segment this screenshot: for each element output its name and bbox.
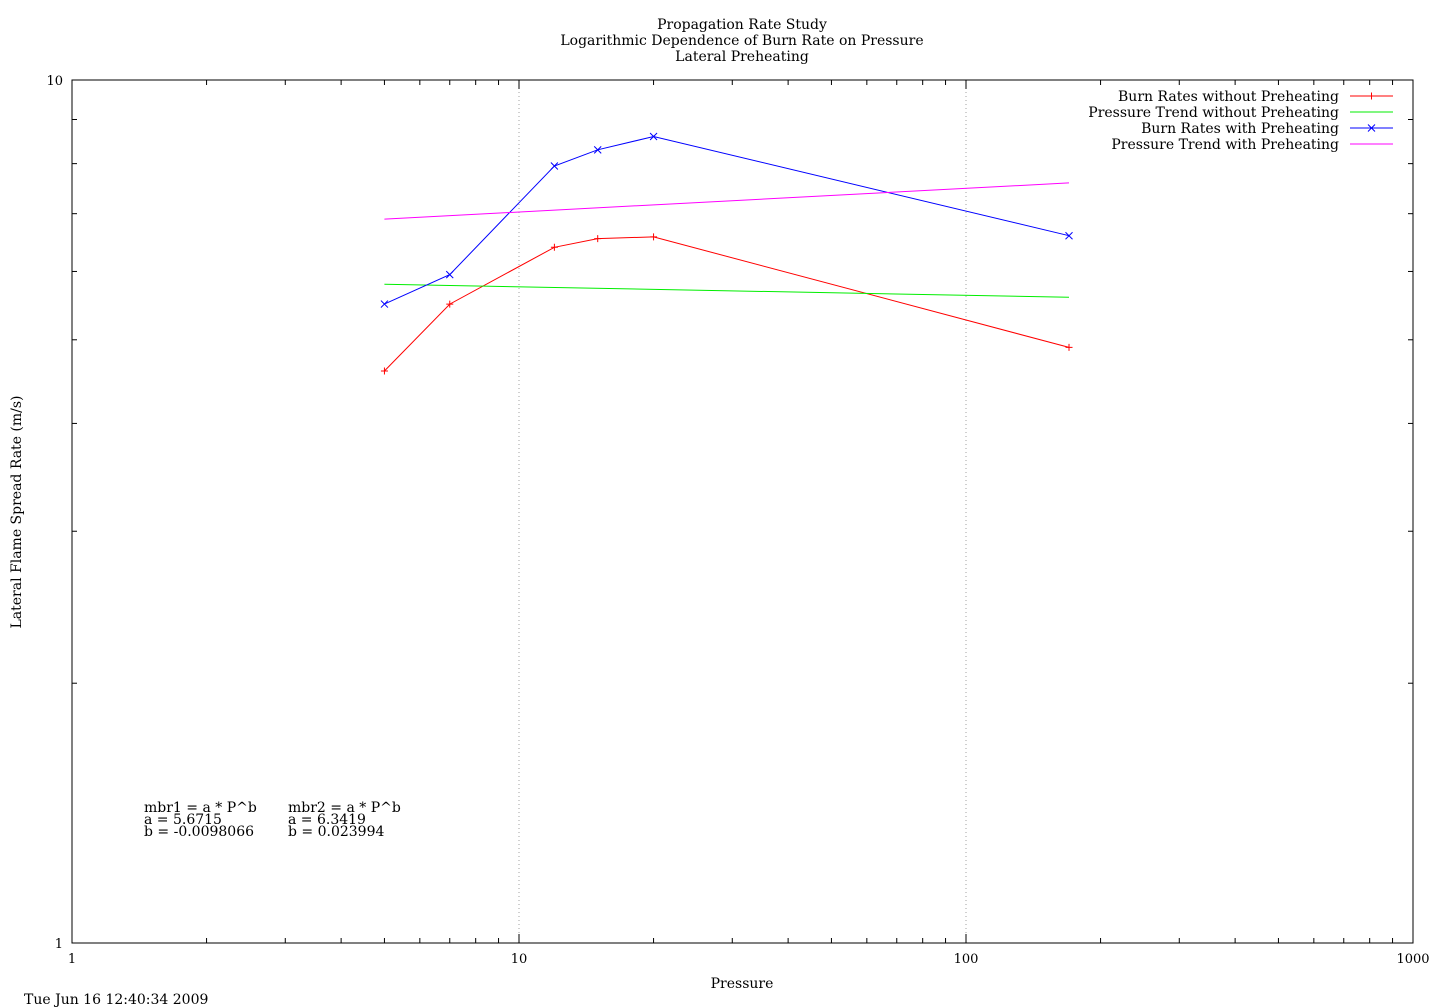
chart-title-line-3: Lateral Preheating bbox=[675, 49, 809, 65]
legend-marker bbox=[1368, 92, 1375, 100]
data-point bbox=[594, 235, 602, 243]
series-4 bbox=[384, 182, 1070, 220]
series-line bbox=[384, 236, 1070, 372]
series-line bbox=[384, 283, 1070, 298]
plot-frame bbox=[71, 79, 1414, 944]
x-tick-label: 1000 bbox=[1396, 952, 1429, 967]
legend-label: Burn Rates with Preheating bbox=[1141, 121, 1339, 137]
fit-1-b: b = -0.0098066 bbox=[144, 824, 254, 840]
timestamp: Tue Jun 16 12:40:34 2009 bbox=[24, 992, 208, 1008]
data-point bbox=[649, 132, 658, 141]
legend-label: Burn Rates without Preheating bbox=[1118, 89, 1339, 105]
fit-2-b: b = 0.023994 bbox=[288, 824, 384, 840]
data-series bbox=[380, 132, 1073, 375]
data-point bbox=[1065, 343, 1073, 351]
fit-2-formula: mbr2 = a * P^b bbox=[288, 800, 401, 816]
data-point bbox=[380, 300, 389, 308]
data-point bbox=[380, 367, 388, 375]
grid-lines bbox=[518, 80, 967, 943]
fit-2-a: a = 6.3419 bbox=[288, 812, 366, 828]
fit-annotation-2: mbr2 = a * P^b a = 6.3419 b = 0.023994 bbox=[288, 800, 401, 840]
axis-ticks bbox=[71, 79, 1414, 944]
legend-marker bbox=[1367, 124, 1376, 132]
fit-annotation-1: mbr1 = a * P^b a = 5.6715 b = -0.0098066 bbox=[144, 800, 257, 840]
series-line bbox=[384, 135, 1070, 305]
chart-title-line-2: Logarithmic Dependence of Burn Rate on P… bbox=[560, 33, 923, 49]
x-tick-label: 100 bbox=[954, 952, 979, 967]
x-tick-label: 1 bbox=[68, 952, 76, 967]
x-tick-label: 10 bbox=[511, 952, 528, 967]
data-point bbox=[550, 162, 559, 170]
legend-label: Pressure Trend without Preheating bbox=[1088, 105, 1339, 121]
data-point bbox=[1065, 231, 1073, 240]
series-line bbox=[384, 182, 1070, 220]
legend-label: Pressure Trend with Preheating bbox=[1111, 137, 1339, 153]
x-axis-label: Pressure bbox=[711, 976, 774, 992]
data-point bbox=[650, 233, 658, 241]
series-2 bbox=[384, 283, 1070, 298]
axis-tick-labels: 1 10 100 1000 1 10 bbox=[46, 74, 1429, 967]
chart-title-line-1: Propagation Rate Study bbox=[657, 17, 827, 33]
y-tick-label: 1 bbox=[55, 937, 63, 952]
series-1 bbox=[380, 233, 1073, 375]
y-tick-label: 10 bbox=[46, 74, 63, 89]
data-point bbox=[593, 145, 602, 154]
fit-1-formula: mbr1 = a * P^b bbox=[144, 800, 257, 816]
y-axis-label: Lateral Flame Spread Rate (m/s) bbox=[9, 395, 25, 628]
data-point bbox=[550, 243, 558, 251]
data-point bbox=[446, 300, 454, 308]
data-point bbox=[445, 270, 454, 279]
fit-1-a: a = 5.6715 bbox=[144, 812, 222, 828]
series-3 bbox=[380, 132, 1073, 308]
